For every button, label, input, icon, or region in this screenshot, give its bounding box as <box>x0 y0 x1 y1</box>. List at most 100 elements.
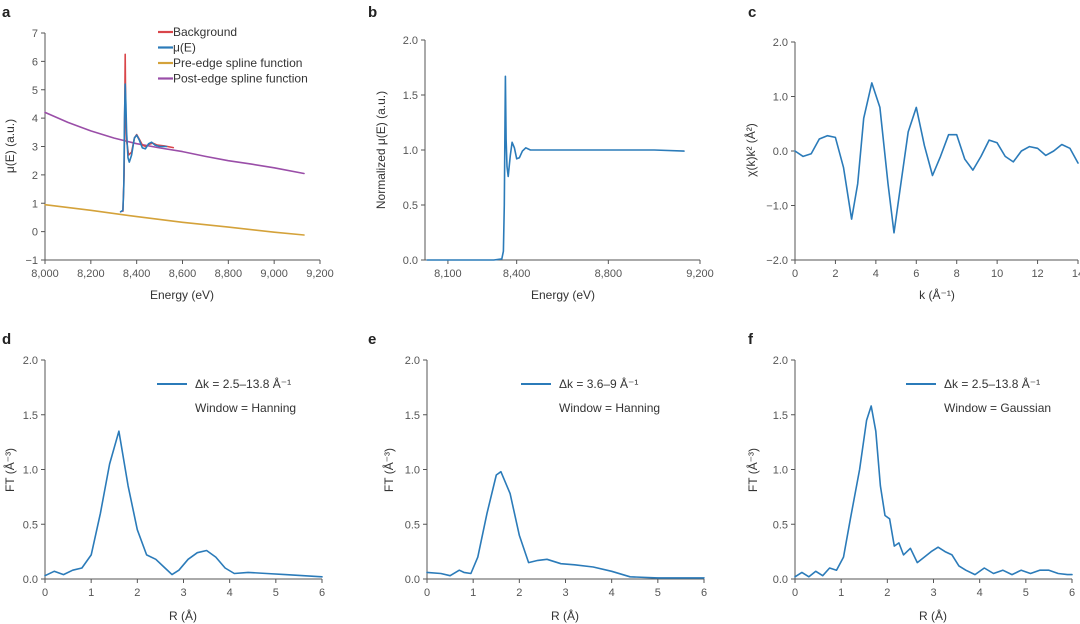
x-axis-label: k (Å⁻¹) <box>919 287 955 302</box>
y-tick-label: 0.5 <box>405 519 420 531</box>
x-tick-label: 8,600 <box>169 268 197 280</box>
x-axis-label: Energy (eV) <box>150 288 214 302</box>
x-tick-label: 8,400 <box>123 268 151 280</box>
x-tick-label: 1 <box>88 587 94 599</box>
panel-c: c 0 2 4 6 8 10 12 14 −2.0 −1.0 0.0 1.0 2.0 k (Å⁻¹) χ(k)… <box>743 4 1080 302</box>
y-tick-label: 1.5 <box>773 410 788 422</box>
series-line-ft <box>44 430 323 578</box>
legend-delta-k: Δk = 2.5–13.8 Å⁻¹ <box>944 376 1040 391</box>
y-axis-label: Normalized μ(E) (a.u.) <box>374 91 388 209</box>
y-tick-label: 0.5 <box>773 519 788 531</box>
x-tick-label: 3 <box>930 587 936 599</box>
x-tick-label: 9,000 <box>260 268 288 280</box>
y-tick-label: 0.5 <box>403 200 418 212</box>
panel-letter: c <box>748 4 756 21</box>
y-axis-label: χ(k)k² (Å²) <box>743 123 758 177</box>
y-tick-label: 5 <box>32 85 38 97</box>
panel-letter: b <box>368 4 377 21</box>
panel-letter: d <box>2 331 11 348</box>
y-tick-label: 2.0 <box>23 355 38 367</box>
x-tick-label: 6 <box>319 587 325 599</box>
x-tick-label: 2 <box>134 587 140 599</box>
x-tick-label: 8 <box>954 268 960 280</box>
panel-b: b 8,100 8,400 8,800 9,200 0.0 0.5 1.0 1.5 2.0 Ener… <box>368 4 714 302</box>
legend-delta-k: Δk = 2.5–13.8 Å⁻¹ <box>195 376 291 391</box>
x-tick-label: 2 <box>516 587 522 599</box>
y-axis-label: FT (Å⁻³) <box>2 448 17 492</box>
x-tick-label: 4 <box>227 587 233 599</box>
x-tick-label: 5 <box>273 587 279 599</box>
x-tick-label: 6 <box>1069 587 1075 599</box>
x-tick-label: 2 <box>832 268 838 280</box>
series-line-ft <box>794 405 1073 578</box>
y-tick-label: 0.5 <box>23 519 38 531</box>
x-tick-label: 3 <box>180 587 186 599</box>
series-line-ft <box>426 470 705 579</box>
y-tick-label: 1.0 <box>773 465 788 477</box>
y-axis-label: FT (Å⁻³) <box>381 448 396 492</box>
panel-letter: f <box>748 331 754 348</box>
y-tick-label: 1.0 <box>403 145 418 157</box>
x-tick-label: 14 <box>1072 268 1080 280</box>
y-tick-label: 1.5 <box>405 410 420 422</box>
x-tick-label: 0 <box>792 587 798 599</box>
y-tick-label: 1.0 <box>23 465 38 477</box>
y-tick-label: 0 <box>32 227 38 239</box>
x-axis-label: Energy (eV) <box>531 288 595 302</box>
y-tick-label: 2.0 <box>773 355 788 367</box>
y-tick-label: 3 <box>32 142 38 154</box>
x-tick-label: 4 <box>609 587 615 599</box>
series-line-e <box>119 83 168 213</box>
x-tick-label: 10 <box>991 268 1003 280</box>
y-tick-label: 1 <box>32 198 38 210</box>
x-tick-label: 8,800 <box>595 268 623 280</box>
x-tick-label: 12 <box>1031 268 1043 280</box>
y-tick-label: 2.0 <box>403 35 418 47</box>
x-axis-label: R (Å) <box>551 608 579 623</box>
x-tick-label: 8,000 <box>31 268 59 280</box>
x-tick-label: 6 <box>701 587 707 599</box>
y-tick-label: 1.0 <box>405 465 420 477</box>
y-tick-label: 2 <box>32 170 38 182</box>
y-tick-label: −2.0 <box>766 255 788 267</box>
x-tick-label: 8,400 <box>503 268 531 280</box>
legend-window: Window = Hanning <box>559 401 660 415</box>
y-axis-label: FT (Å⁻³) <box>745 448 760 492</box>
legend-label: μ(E) <box>173 41 196 55</box>
panel-f: f 0 1 2 3 4 5 6 0.0 0.5 1.0 1.5 2.0 R (Å) FT (Å⁻³) Δk =… <box>745 331 1075 623</box>
x-axis-label: R (Å) <box>169 608 197 623</box>
x-tick-label: 2 <box>884 587 890 599</box>
x-tick-label: 5 <box>1023 587 1029 599</box>
y-tick-label: 0.0 <box>23 574 38 586</box>
y-tick-label: 2.0 <box>405 355 420 367</box>
panel-d: d 0 1 2 3 4 5 6 0.0 0.5 1.0 1.5 2.0 R (Å) FT (Å⁻³) Δk =… <box>2 331 325 623</box>
series-line-k-k <box>794 82 1079 234</box>
y-tick-label: 0.0 <box>773 574 788 586</box>
x-tick-label: 6 <box>913 268 919 280</box>
legend-delta-k: Δk = 3.6–9 Å⁻¹ <box>559 376 638 391</box>
x-tick-label: 4 <box>873 268 879 280</box>
panel-a: a 8,000 8,200 8,400 8,600 8,800 9,000 9,200 −1 0 1… <box>2 4 334 302</box>
x-tick-label: 0 <box>424 587 430 599</box>
x-tick-label: 8,200 <box>77 268 105 280</box>
x-tick-label: 5 <box>655 587 661 599</box>
y-tick-label: 1.0 <box>773 92 788 104</box>
panel-letter: a <box>2 4 11 21</box>
y-tick-label: 1.5 <box>23 410 38 422</box>
panel-e: e 0 1 2 3 4 5 6 0.0 0.5 1.0 1.5 2.0 R (Å) FT (Å⁻³) Δk =… <box>368 331 707 623</box>
y-tick-label: 2.0 <box>773 37 788 49</box>
x-tick-label: 0 <box>792 268 798 280</box>
x-tick-label: 1 <box>470 587 476 599</box>
x-axis-label: R (Å) <box>919 608 947 623</box>
x-tick-label: 8,100 <box>434 268 462 280</box>
y-tick-label: 1.5 <box>403 90 418 102</box>
legend-label: Pre-edge spline function <box>173 56 302 70</box>
series-line-pre-edge-spline-function <box>44 203 305 236</box>
legend-window: Window = Gaussian <box>944 401 1051 415</box>
legend-window: Window = Hanning <box>195 401 296 415</box>
x-tick-label: 1 <box>838 587 844 599</box>
legend-label: Post-edge spline function <box>173 72 308 86</box>
x-tick-label: 4 <box>977 587 983 599</box>
y-tick-label: 6 <box>32 56 38 68</box>
